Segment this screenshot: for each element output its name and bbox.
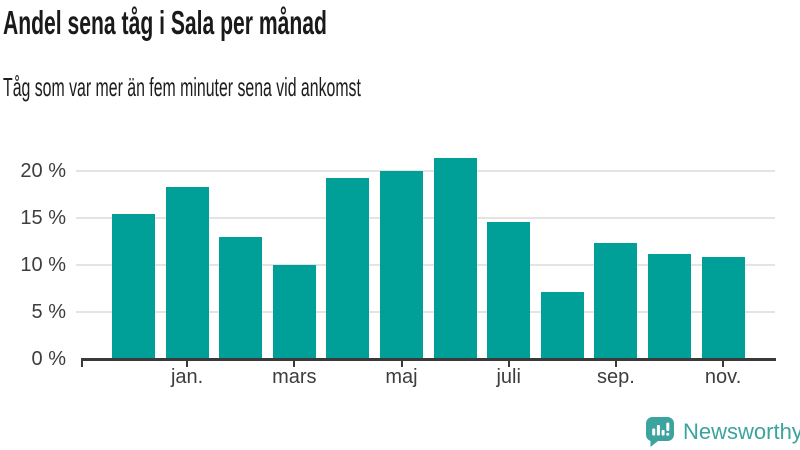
page-subtitle: Tåg som var mer än fem minuter sena vid … <box>3 72 361 102</box>
bar-feb. <box>219 236 263 359</box>
bar-dec. <box>112 214 155 359</box>
brand-logo: Newsworthy <box>646 417 800 447</box>
late-trains-bar-chart: Andel sena tåg i Sala per månad Tåg som … <box>3 4 776 388</box>
x-tick-mars <box>293 361 296 367</box>
x-axis-label-juli: juli <box>496 366 521 388</box>
x-tick-sep. <box>614 361 617 367</box>
x-tick-juli <box>507 361 510 367</box>
bar-juli <box>487 221 531 359</box>
x-axis-label-mars: mars <box>272 366 317 388</box>
x-axis-label-maj: maj <box>385 366 418 388</box>
newsworthy-logo-icon <box>646 417 674 447</box>
bar-sep. <box>594 243 638 359</box>
bar-maj <box>380 171 423 359</box>
y-axis-label-0-percent: 0 % <box>31 348 66 370</box>
x-tick-jan. <box>186 361 189 367</box>
axis-origin-tick <box>81 361 83 367</box>
bar-apr. <box>326 177 370 359</box>
x-tick-nov. <box>722 361 725 367</box>
bar-juni <box>433 157 477 359</box>
y-axis-label-20-percent: 20 % <box>20 160 66 182</box>
y-axis-label-15-percent: 15 % <box>20 207 66 229</box>
x-tick-maj <box>400 361 403 367</box>
gridline-10-percent <box>76 264 775 266</box>
brand-name: Newsworthy <box>683 419 800 444</box>
bar-mars <box>272 265 316 359</box>
gridline-20-percent <box>76 170 775 172</box>
bar-okt. <box>648 253 691 359</box>
gridline-15-percent <box>76 217 775 219</box>
plot-area <box>76 149 776 367</box>
y-axis-label-10-percent: 10 % <box>20 254 66 276</box>
gridline-5-percent <box>76 311 775 313</box>
bar-aug. <box>540 292 584 359</box>
x-axis-label-nov: nov. <box>704 366 742 388</box>
x-axis-line <box>81 358 776 361</box>
page-title: Andel sena tåg i Sala per månad <box>3 4 327 41</box>
bar-nov. <box>701 256 745 359</box>
x-axis-label-sep: sep. <box>596 366 635 388</box>
bar-jan. <box>165 186 209 359</box>
y-axis-label-5-percent: 5 % <box>31 301 66 323</box>
x-axis-label-jan: jan. <box>170 366 204 388</box>
